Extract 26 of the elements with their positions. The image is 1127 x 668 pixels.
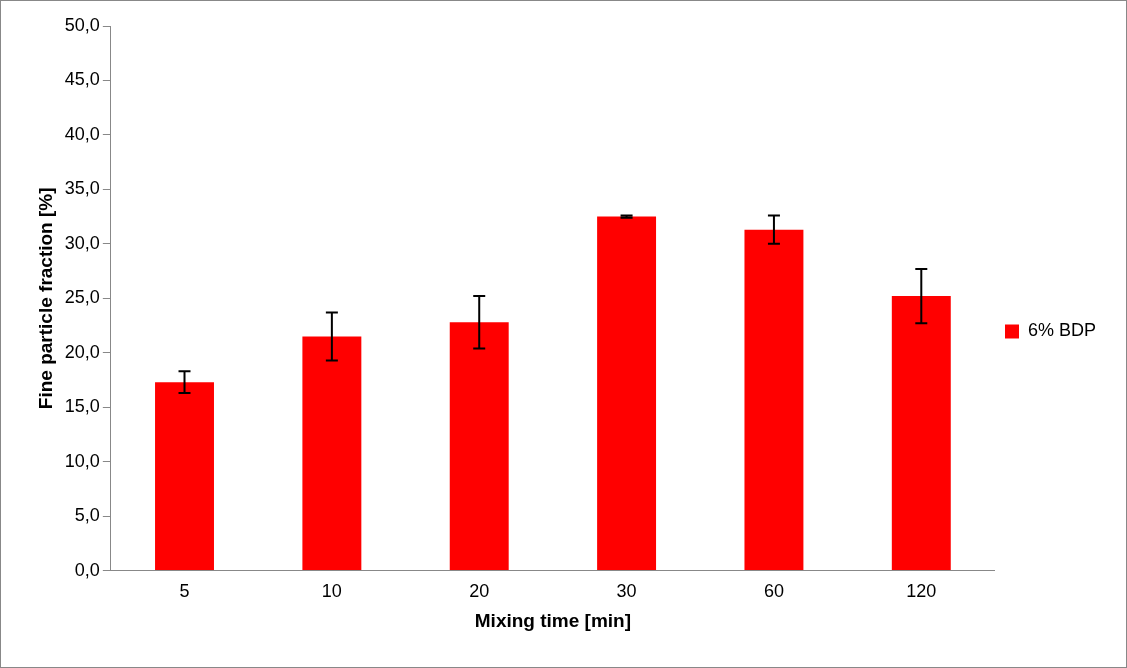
y-tick-label: 15,0 <box>64 396 100 417</box>
y-tick-label: 50,0 <box>64 14 100 35</box>
bar <box>891 296 951 571</box>
y-tick-label: 35,0 <box>64 178 100 199</box>
x-tick-label: 20 <box>469 581 490 602</box>
y-tick-label: 25,0 <box>64 287 100 308</box>
y-tick-label: 45,0 <box>64 69 100 90</box>
x-tick-label: 10 <box>321 581 342 602</box>
y-tick-label: 10,0 <box>64 450 100 471</box>
bar <box>449 322 509 571</box>
x-tick-label: 60 <box>763 581 784 602</box>
legend-label: 6% BDP <box>1027 320 1096 341</box>
y-tick-label: 40,0 <box>64 123 100 144</box>
x-axis-title: Mixing time [min] <box>474 609 632 631</box>
y-tick-label: 5,0 <box>74 505 100 526</box>
y-tick-label: 30,0 <box>64 232 100 253</box>
y-tick-label: 20,0 <box>64 341 100 362</box>
y-tick-label: 0,0 <box>74 559 100 580</box>
x-tick-label: 5 <box>179 581 190 602</box>
y-axis-title: Fine particle fraction [%] <box>34 187 56 410</box>
bar <box>597 216 657 571</box>
bar <box>302 336 362 571</box>
x-tick-label: 120 <box>906 581 937 602</box>
bar <box>155 382 214 571</box>
x-tick-label: 30 <box>616 581 637 602</box>
bar <box>744 229 804 571</box>
